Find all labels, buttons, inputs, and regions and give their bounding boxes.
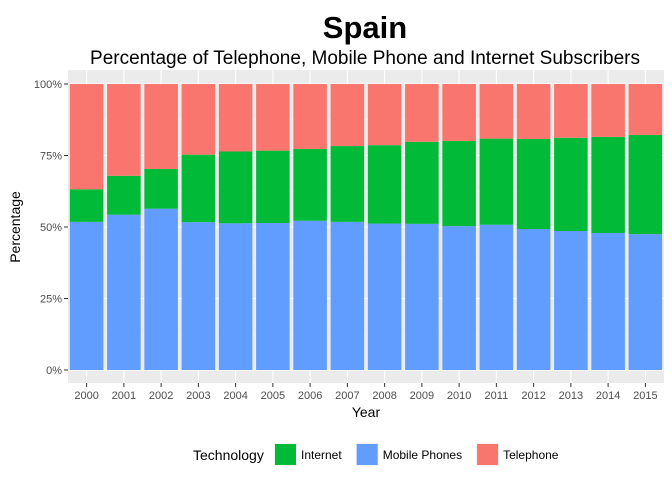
bar-telephone-2006 <box>293 84 327 149</box>
x-tick-label: 2002 <box>149 390 173 402</box>
bar-telephone-2015 <box>628 84 663 135</box>
legend-label: Telephone <box>503 448 559 462</box>
bar-mobile-phones-2013 <box>554 231 588 370</box>
y-axis-title: Percentage <box>7 191 23 263</box>
bar-mobile-phones-2009 <box>405 223 439 370</box>
legend-title: Technology <box>193 447 264 463</box>
bar-mobile-phones-2014 <box>591 233 625 370</box>
x-tick-label: 2007 <box>335 390 359 402</box>
x-tick-label: 2001 <box>112 390 136 402</box>
x-tick-label: 2009 <box>410 390 434 402</box>
bar-mobile-phones-2001 <box>107 214 141 370</box>
bar-mobile-phones-2015 <box>628 234 663 370</box>
bar-internet-2003 <box>181 154 216 223</box>
bar-internet-2014 <box>591 136 625 234</box>
x-tick-label: 2003 <box>186 390 210 402</box>
bar-internet-2010 <box>442 140 476 227</box>
bar-mobile-phones-2011 <box>479 224 514 370</box>
bar-mobile-phones-2008 <box>367 223 402 370</box>
bar-telephone-2007 <box>330 84 365 147</box>
x-tick-label: 2006 <box>298 390 322 402</box>
chart-subtitle: Percentage of Telephone, Mobile Phone an… <box>90 48 640 69</box>
x-axis: 2000 2001 2002 2003 2004 2005 2006 2007 2008 2009… <box>74 383 658 402</box>
bar-telephone-2002 <box>144 84 178 169</box>
legend-swatch-mobile-phones <box>356 444 378 465</box>
x-tick-label: 2014 <box>596 390 620 402</box>
x-tick-label: 2005 <box>261 390 285 402</box>
bar-telephone-2009 <box>405 84 439 142</box>
legend-swatch-internet <box>275 444 296 465</box>
y-tick-label: 100% <box>34 79 62 91</box>
bar-mobile-phones-2000 <box>69 221 104 370</box>
legend: Technology Internet Mobile Phones Telephon… <box>193 443 559 466</box>
bar-mobile-phones-2003 <box>181 222 216 370</box>
y-tick-label: 0% <box>46 365 62 377</box>
bar-telephone-2014 <box>591 84 625 137</box>
bar-internet-2008 <box>367 145 402 224</box>
bar-telephone-2000 <box>69 84 104 190</box>
bar-mobile-phones-2004 <box>218 223 253 370</box>
chart-title: Spain <box>323 10 407 45</box>
x-tick-label: 2004 <box>223 390 247 402</box>
bar-internet-2007 <box>330 146 365 222</box>
y-tick-label: 25% <box>40 294 62 306</box>
legend-swatch-telephone <box>477 444 499 465</box>
bar-mobile-phones-2002 <box>144 208 178 370</box>
bar-internet-2002 <box>144 168 178 209</box>
x-tick-label: 2008 <box>372 390 396 402</box>
x-tick-label: 2012 <box>521 390 545 402</box>
bar-mobile-phones-2010 <box>442 226 476 370</box>
x-tick-label: 2010 <box>447 390 471 402</box>
x-tick-label: 2015 <box>633 390 657 402</box>
bar-telephone-2013 <box>554 84 588 138</box>
bar-internet-2005 <box>256 150 290 223</box>
bar-mobile-phones-2007 <box>330 221 365 370</box>
bar-internet-2006 <box>293 148 327 221</box>
bar-internet-2009 <box>405 141 439 224</box>
y-axis: 0% 25% 50% 75% 100% <box>34 79 68 377</box>
legend-label: Mobile Phones <box>383 448 462 462</box>
y-tick-label: 50% <box>40 222 62 234</box>
x-axis-title: Year <box>352 404 381 420</box>
bar-internet-2001 <box>107 175 141 215</box>
bar-internet-2011 <box>479 138 514 225</box>
x-tick-label: 2011 <box>485 390 509 402</box>
bar-internet-2013 <box>554 137 588 232</box>
bar-telephone-2012 <box>516 84 551 139</box>
bar-telephone-2004 <box>218 84 253 152</box>
bar-mobile-phones-2012 <box>516 229 551 370</box>
bar-telephone-2003 <box>181 84 216 155</box>
bar-internet-2000 <box>69 189 104 222</box>
x-tick-label: 2000 <box>74 390 98 402</box>
bar-internet-2012 <box>516 138 551 230</box>
bar-telephone-2005 <box>256 84 290 151</box>
bar-mobile-phones-2005 <box>256 222 290 370</box>
bar-telephone-2001 <box>107 84 141 176</box>
legend-label: Internet <box>301 448 342 462</box>
bar-telephone-2011 <box>479 84 514 139</box>
bar-internet-2004 <box>218 151 253 224</box>
y-tick-label: 75% <box>40 151 62 163</box>
bar-telephone-2010 <box>442 84 476 141</box>
bar-internet-2015 <box>628 134 663 235</box>
bar-mobile-phones-2006 <box>293 220 327 370</box>
bar-telephone-2008 <box>367 84 402 146</box>
bars-layer <box>69 84 663 370</box>
x-tick-label: 2013 <box>559 390 583 402</box>
